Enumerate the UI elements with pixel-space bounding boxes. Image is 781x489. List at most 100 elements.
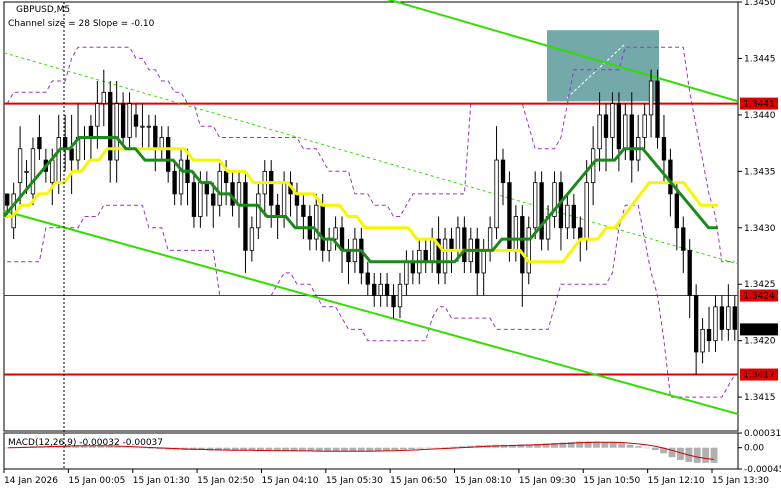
candle-body bbox=[539, 182, 544, 240]
candle-body bbox=[346, 249, 351, 263]
macd-hist-bar bbox=[416, 447, 424, 449]
candle-body bbox=[391, 295, 396, 308]
current-price-tag bbox=[740, 323, 778, 336]
candle-body bbox=[481, 249, 486, 274]
macd-hist-bar bbox=[408, 447, 416, 450]
candle-body bbox=[706, 328, 712, 342]
candle-body bbox=[127, 103, 132, 138]
x-tick-label: 15 Jan 05:30 bbox=[326, 476, 383, 486]
candle-body bbox=[108, 91, 113, 161]
candle-body bbox=[120, 103, 126, 138]
macd-hist-bar bbox=[576, 441, 584, 448]
candle-body bbox=[719, 306, 725, 330]
candle-body bbox=[275, 204, 280, 217]
macd-hist-bar bbox=[307, 447, 315, 451]
candle-body bbox=[552, 182, 557, 217]
candle-body bbox=[166, 137, 171, 172]
candle-body bbox=[397, 283, 403, 308]
macd-hist-bar bbox=[433, 447, 441, 449]
candle-body bbox=[726, 306, 731, 330]
candle-body bbox=[359, 238, 364, 274]
ma-fast-line bbox=[4, 147, 718, 264]
macd-hist-bar bbox=[290, 447, 298, 451]
channel-upper-line bbox=[386, 0, 739, 103]
macd-hist-bar bbox=[567, 442, 575, 448]
candle-body bbox=[642, 114, 647, 138]
candle-body bbox=[269, 170, 274, 206]
candle-body bbox=[423, 249, 428, 263]
candle-body bbox=[384, 283, 390, 296]
macd-y-tick-label: 0.00031 bbox=[744, 429, 781, 439]
macd-hist-bar bbox=[374, 447, 382, 451]
candle-body bbox=[533, 182, 538, 229]
x-tick-label: 15 Jan 06:50 bbox=[390, 476, 447, 486]
candle-body bbox=[30, 148, 36, 195]
x-tick-label: 15 Jan 02:50 bbox=[197, 476, 254, 486]
level-tag bbox=[740, 97, 778, 110]
macd-hist-bar bbox=[240, 447, 248, 451]
macd-hist-bar bbox=[651, 447, 659, 451]
macd-hist-bar bbox=[89, 445, 96, 448]
macd-hist-bar bbox=[693, 447, 701, 463]
candle-body bbox=[301, 204, 306, 217]
macd-hist-bar bbox=[231, 447, 239, 451]
candle-body bbox=[198, 182, 203, 217]
macd-hist-bar bbox=[559, 442, 567, 448]
candle-body bbox=[410, 261, 416, 274]
candle-body bbox=[204, 182, 209, 195]
macd-hist-bar bbox=[391, 447, 399, 451]
macd-hist-bar bbox=[131, 447, 138, 449]
candle-body bbox=[133, 114, 139, 127]
candle-body bbox=[365, 272, 370, 285]
x-tick-label: 15 Jan 08:10 bbox=[455, 476, 512, 486]
candle-body bbox=[223, 170, 229, 184]
macd-label: MACD(12,26,9) -0.00032 -0.00037 bbox=[8, 438, 163, 448]
macd-signal-line bbox=[8, 441, 714, 460]
candle-body bbox=[249, 227, 255, 251]
candle-body bbox=[314, 204, 319, 240]
candle-body bbox=[281, 182, 287, 217]
candle-body bbox=[610, 103, 615, 138]
macd-hist-bar bbox=[366, 447, 374, 451]
candle-body bbox=[37, 137, 42, 150]
x-tick-label: 15 Jan 00:05 bbox=[68, 476, 125, 486]
candle-body bbox=[700, 328, 705, 353]
level-tag-text: 1.3417 bbox=[743, 371, 775, 381]
x-tick-label: 14 Jan 2026 bbox=[4, 476, 58, 486]
candle-body bbox=[616, 103, 622, 150]
macd-hist-bar bbox=[584, 441, 592, 448]
candle-body bbox=[172, 170, 177, 195]
candle-body bbox=[5, 193, 10, 206]
candle-body bbox=[565, 204, 570, 229]
candle-body bbox=[623, 114, 628, 150]
candle-body bbox=[674, 193, 680, 229]
macd-hist-bar bbox=[215, 447, 222, 451]
macd-hist-bar bbox=[273, 447, 281, 451]
macd-hist-bar bbox=[223, 447, 231, 451]
y-tick-label: 1.3415 bbox=[744, 393, 776, 403]
macd-hist-bar bbox=[609, 442, 617, 448]
candle-body bbox=[294, 193, 300, 206]
candle-body bbox=[95, 103, 100, 127]
level-tag-text: 1.3424 bbox=[743, 292, 775, 302]
macd-hist-bar bbox=[551, 442, 558, 448]
candle-body bbox=[668, 159, 673, 195]
macd-hist-bar bbox=[441, 447, 449, 448]
candle-body bbox=[513, 216, 519, 251]
macd-hist-bar bbox=[198, 447, 206, 451]
level-tag bbox=[740, 368, 778, 381]
macd-hist-bar bbox=[257, 447, 264, 451]
macd-hist-bar bbox=[668, 447, 676, 458]
macd-hist-bar bbox=[509, 444, 516, 448]
candle-body bbox=[494, 159, 499, 229]
candle-body bbox=[500, 159, 506, 184]
candle-body bbox=[584, 182, 589, 240]
macd-hist-bar bbox=[383, 447, 390, 451]
candle-body bbox=[526, 227, 531, 274]
macd-hist-bar bbox=[626, 444, 634, 448]
candle-body bbox=[191, 182, 197, 217]
candle-body bbox=[320, 204, 325, 251]
macd-hist-bar bbox=[710, 447, 718, 463]
macd-hist-bar bbox=[677, 447, 684, 460]
